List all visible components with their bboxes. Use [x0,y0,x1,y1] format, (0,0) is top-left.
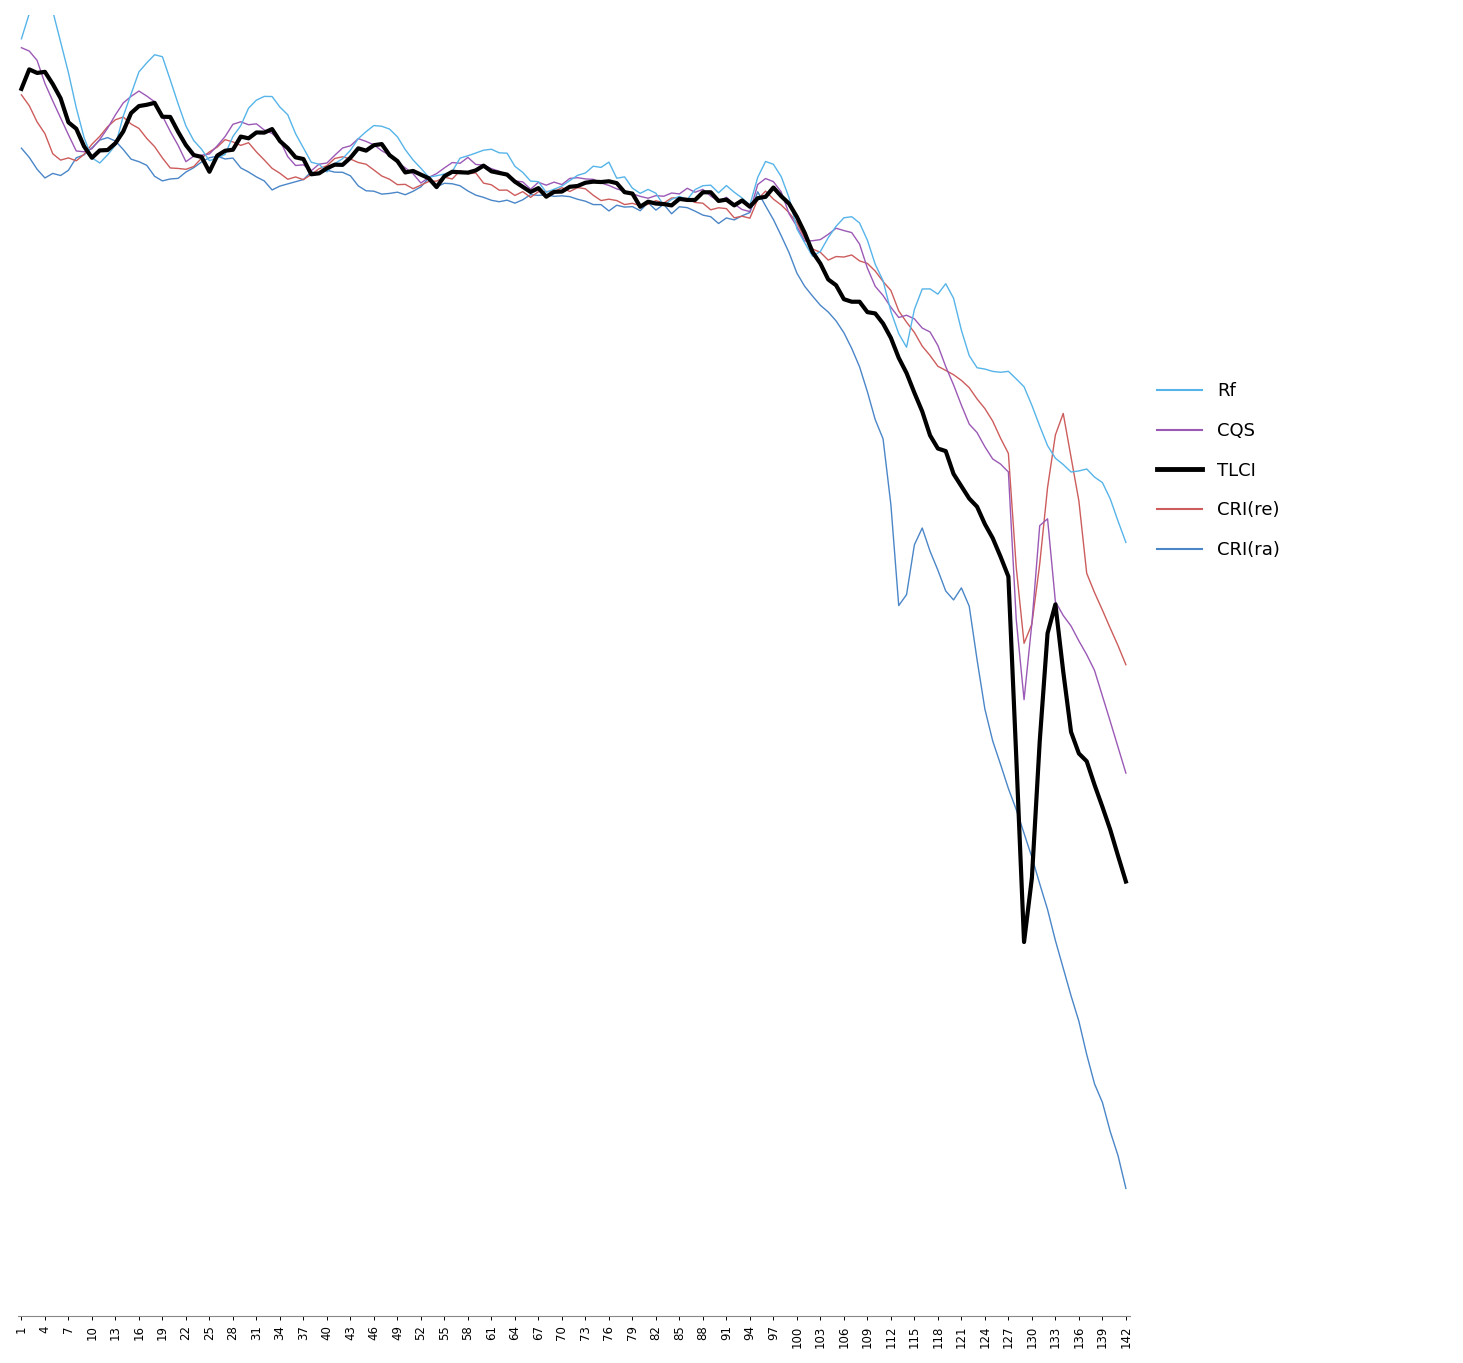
Legend: Rf, CQS, TLCI, CRI(re), CRI(ra): Rf, CQS, TLCI, CRI(re), CRI(ra) [1150,375,1287,566]
